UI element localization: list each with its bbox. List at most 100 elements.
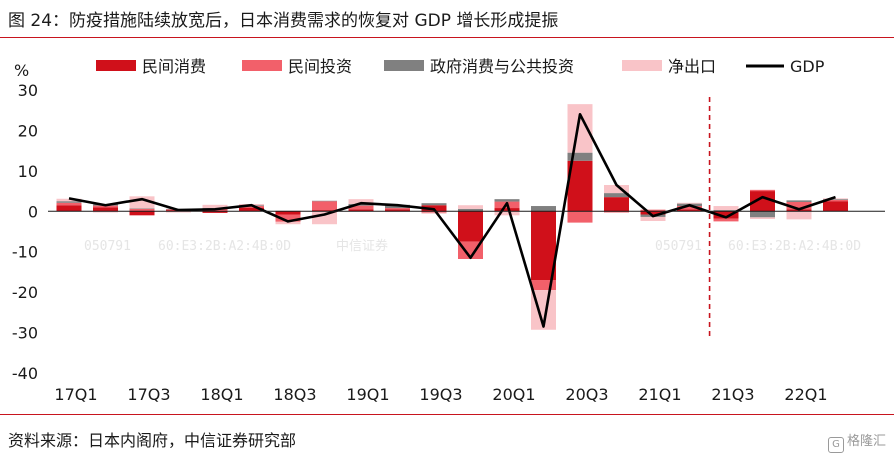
bar-segment <box>348 199 374 205</box>
bar-segment <box>823 199 848 200</box>
x-tick-label: 18Q3 <box>273 385 316 404</box>
bar-segment <box>275 214 301 222</box>
y-axis-label: % <box>14 61 29 80</box>
source-rule <box>0 414 894 415</box>
bar-segment <box>385 208 410 210</box>
bar-segment <box>823 198 848 200</box>
bar-segment <box>129 211 155 216</box>
bar-segment <box>129 208 155 209</box>
legend-label: 民间投资 <box>288 57 352 76</box>
watermark-text: 050791 <box>84 239 131 254</box>
watermark-text: 050791 <box>655 239 702 254</box>
legend-label: 民间消费 <box>142 57 206 76</box>
bar-segment <box>275 211 301 215</box>
logo-text: 格隆汇 <box>846 434 886 449</box>
bar-segment <box>348 204 374 206</box>
x-axis: 17Q1 17Q3 18Q1 18Q3 19Q1 19Q3 20Q1 20Q3 21Q1 21Q3… <box>48 210 885 404</box>
x-tick-label: 21Q1 <box>638 385 681 404</box>
y-tick-label: -20 <box>12 283 38 302</box>
bar-segment <box>56 198 82 202</box>
legend: 民间消费 民间投资 政府消费与公共投资 净出口 GDP <box>96 57 825 76</box>
bar-segment <box>239 206 264 208</box>
bar-segment <box>494 211 520 216</box>
bar-segment <box>823 199 848 202</box>
bar-segment <box>56 205 82 212</box>
bar-segment <box>348 205 374 210</box>
y-tick-label: 30 <box>18 81 38 100</box>
bar-segment <box>604 197 629 212</box>
x-tick-label: 17Q1 <box>54 385 97 404</box>
legend-label: 净出口 <box>668 57 716 76</box>
y-tick-label: 0 <box>28 202 38 221</box>
bar-segment <box>640 216 666 221</box>
y-tick-label: 20 <box>18 121 38 140</box>
bar-segment <box>421 203 447 206</box>
bar-segment <box>677 206 702 210</box>
bar-segment <box>458 208 483 212</box>
bar-segment <box>786 200 812 202</box>
bar-segment <box>202 211 228 213</box>
bar-segment <box>604 193 629 198</box>
watermark-layer: 050791 60:E3:2B:A2:4B:0D 中信证券 050791 60:E3:2… <box>84 238 861 254</box>
legend-label: GDP <box>790 57 825 76</box>
watermark-logo: G 格隆汇 <box>827 430 886 453</box>
legend-swatch <box>384 60 424 71</box>
bar-segment <box>421 211 447 213</box>
bar-segment <box>531 206 556 212</box>
bar-segment <box>312 200 337 202</box>
logo-icon: G <box>827 437 844 453</box>
bar-segment <box>750 217 775 219</box>
bar-segment <box>458 241 483 259</box>
bar-segment <box>677 202 702 204</box>
y-tick-label: -40 <box>12 364 38 383</box>
bar-segment <box>677 209 702 212</box>
bar-segment <box>713 211 739 219</box>
x-tick-label: 21Q3 <box>711 385 754 404</box>
bar-segment <box>166 211 191 213</box>
bar-segment <box>567 211 593 223</box>
watermark-text: 60:E3:2B:A2:4B:0D <box>728 239 861 254</box>
bar-segment <box>385 209 410 212</box>
bar-segment <box>421 212 447 214</box>
title-rule <box>0 37 894 38</box>
bar-segment <box>494 208 520 212</box>
bar-segment <box>567 152 593 161</box>
y-axis: 30 20 10 0 -10 -20 -30 -40 <box>12 81 38 383</box>
legend-swatch <box>622 60 662 71</box>
x-tick-label: 22Q1 <box>784 385 827 404</box>
bar-segment <box>275 221 301 225</box>
bar-segment <box>713 206 739 211</box>
y-tick-label: -10 <box>12 243 38 262</box>
bar-segment <box>239 207 264 212</box>
source-note: 资料来源：日本内阁府，中信证券研究部 <box>8 431 297 450</box>
bar-segment <box>604 211 629 213</box>
bar-segment <box>604 185 629 194</box>
bar-segment <box>640 209 666 212</box>
bar-segment <box>750 191 775 212</box>
bar-segment <box>458 205 483 209</box>
bar-segment <box>531 280 556 291</box>
bar-segment <box>786 201 812 210</box>
y-tick-label: -30 <box>12 324 38 343</box>
chart-title: 图 24：防疫措施陆续放宽后，日本消费需求的恢复对 GDP 增长形成提振 <box>8 11 559 31</box>
x-tick-label: 19Q3 <box>419 385 462 404</box>
bar-segment <box>202 204 228 209</box>
x-tick-label: 20Q1 <box>492 385 535 404</box>
bar-segment <box>348 209 374 212</box>
watermark-text: 中信证券 <box>336 238 388 254</box>
bar-segment <box>312 201 337 211</box>
x-tick-label: 17Q3 <box>127 385 170 404</box>
bar-segment <box>93 207 118 212</box>
bar-segment <box>713 210 739 212</box>
bar-segment <box>312 210 337 212</box>
x-tick-label: 18Q1 <box>200 385 243 404</box>
legend-swatch <box>96 60 136 71</box>
bar-segment <box>640 211 666 215</box>
bar-segment <box>750 189 775 192</box>
bar-segment <box>786 211 812 220</box>
x-tick-label: 20Q3 <box>565 385 608 404</box>
bar-segment <box>750 211 775 218</box>
chart: 050791 60:E3:2B:A2:4B:0D 中信证券 050791 60:E3:2… <box>12 57 885 404</box>
bar-segment <box>56 202 82 206</box>
x-tick-label: 19Q1 <box>346 385 389 404</box>
